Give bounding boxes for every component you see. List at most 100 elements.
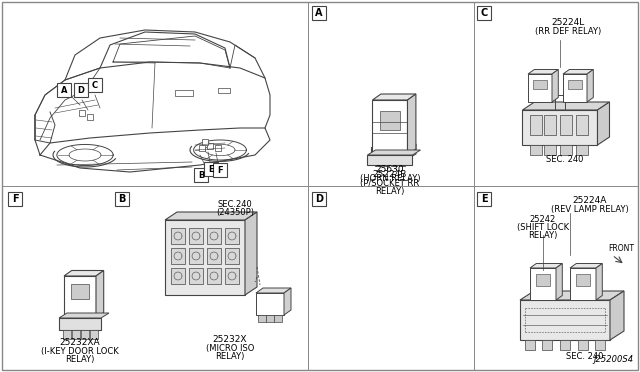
Polygon shape [563, 74, 587, 102]
Text: D: D [77, 86, 84, 94]
Bar [545, 145, 557, 155]
Text: A: A [316, 8, 323, 18]
Text: SEC. 240: SEC. 240 [566, 352, 604, 361]
Text: 25232X: 25232X [212, 335, 247, 344]
Polygon shape [367, 155, 413, 165]
Polygon shape [530, 263, 563, 268]
Text: 25224B: 25224B [373, 170, 407, 179]
Text: (24350P): (24350P) [216, 208, 254, 217]
Text: RELAY): RELAY) [65, 355, 95, 364]
Bar [536, 275, 550, 286]
Bar [381, 116, 398, 130]
Bar [218, 88, 230, 93]
Bar [74, 83, 88, 97]
Bar [215, 145, 221, 151]
Text: F: F [12, 194, 19, 204]
Polygon shape [96, 270, 104, 318]
Polygon shape [59, 313, 109, 318]
Bar [312, 192, 326, 206]
Bar [189, 268, 203, 284]
Polygon shape [371, 148, 409, 158]
Bar [391, 158, 397, 166]
Bar [87, 114, 93, 120]
Polygon shape [245, 212, 257, 295]
Text: RELAY): RELAY) [375, 187, 404, 196]
Text: (REV LAMP RELAY): (REV LAMP RELAY) [551, 205, 629, 214]
Polygon shape [563, 70, 593, 74]
Polygon shape [522, 110, 598, 145]
Bar [545, 115, 557, 135]
Text: J25200S4: J25200S4 [594, 355, 634, 364]
Polygon shape [64, 270, 104, 276]
Text: (SHIFT LOCK: (SHIFT LOCK [517, 223, 569, 232]
Polygon shape [59, 318, 101, 330]
Bar [399, 158, 405, 166]
Bar [171, 248, 185, 264]
Polygon shape [379, 100, 401, 108]
Text: C: C [92, 80, 98, 90]
Polygon shape [522, 102, 609, 110]
Bar [8, 192, 22, 206]
Text: 25224L: 25224L [552, 18, 584, 27]
Bar [202, 139, 208, 145]
Text: FRONT: FRONT [608, 244, 634, 253]
Bar [171, 268, 185, 284]
Polygon shape [528, 74, 552, 102]
Bar [88, 78, 102, 92]
Bar [72, 330, 80, 339]
Bar [312, 6, 326, 20]
Text: (RR DEF RELAY): (RR DEF RELAY) [535, 27, 601, 36]
Bar [477, 192, 491, 206]
Text: B: B [118, 194, 125, 204]
Text: (I-KEY DOOR LOCK: (I-KEY DOOR LOCK [41, 347, 119, 356]
Bar [561, 145, 573, 155]
Polygon shape [556, 263, 563, 300]
Bar [577, 115, 589, 135]
Bar [207, 228, 221, 244]
Polygon shape [552, 70, 558, 102]
Bar [79, 110, 85, 116]
Polygon shape [596, 263, 602, 300]
Bar [533, 80, 547, 89]
Bar [274, 315, 282, 322]
Polygon shape [372, 94, 416, 100]
Bar [258, 315, 266, 322]
Polygon shape [64, 276, 96, 318]
Bar [90, 330, 98, 339]
Polygon shape [520, 291, 624, 300]
Bar [542, 340, 552, 350]
Text: F: F [217, 166, 223, 174]
Bar [115, 192, 129, 206]
Polygon shape [165, 220, 245, 295]
Bar [531, 145, 543, 155]
Bar [383, 158, 389, 166]
Bar [578, 340, 588, 350]
Text: C: C [481, 8, 488, 18]
Bar [568, 80, 582, 89]
Text: A: A [61, 86, 67, 94]
Bar [225, 268, 239, 284]
Polygon shape [256, 288, 291, 293]
Bar [225, 248, 239, 264]
Polygon shape [372, 100, 408, 155]
Bar [71, 285, 89, 299]
Text: E: E [481, 194, 487, 204]
Bar [207, 248, 221, 264]
Bar [375, 158, 381, 166]
Bar [531, 115, 543, 135]
Polygon shape [528, 70, 558, 74]
Text: SEC. 240: SEC. 240 [547, 155, 584, 164]
Text: B: B [198, 170, 204, 180]
Bar [380, 111, 399, 130]
Text: SEC.240: SEC.240 [218, 200, 252, 209]
Bar [576, 275, 590, 286]
Polygon shape [371, 144, 416, 148]
Text: RELAY): RELAY) [528, 231, 557, 240]
Text: (MICRO ISO: (MICRO ISO [206, 344, 254, 353]
Bar [207, 143, 213, 149]
Text: D: D [315, 194, 323, 204]
Polygon shape [610, 291, 624, 340]
Polygon shape [408, 94, 416, 155]
Polygon shape [256, 293, 284, 315]
Text: 25242: 25242 [530, 215, 556, 224]
